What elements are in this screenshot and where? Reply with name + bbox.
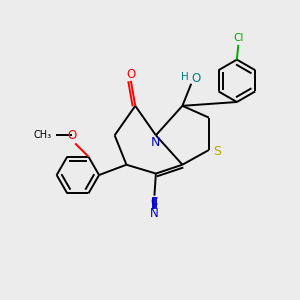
Text: S: S (213, 145, 221, 158)
Text: N: N (151, 136, 160, 149)
Text: H: H (181, 72, 189, 82)
Text: O: O (68, 129, 77, 142)
Text: C: C (151, 197, 158, 207)
Text: O: O (126, 68, 136, 81)
Text: Cl: Cl (233, 32, 244, 43)
Text: O: O (191, 72, 200, 85)
Text: N: N (150, 207, 159, 220)
Text: CH₃: CH₃ (34, 130, 52, 140)
